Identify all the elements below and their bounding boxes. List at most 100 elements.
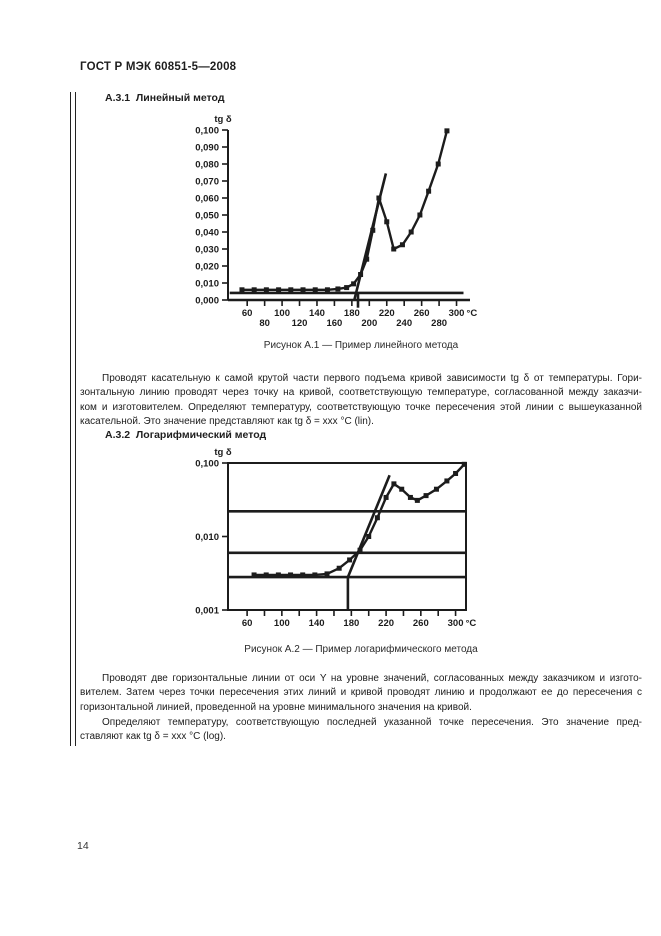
data-point-marker [435, 161, 441, 167]
figure-a2-log-chart: 0,001 0,010 0,100 60 100 140 180 220 260 300 °С tg … [195, 447, 477, 629]
y-axis-title: tg δ [214, 114, 232, 125]
section-heading-a31: А.3.1 Линейный метод [105, 92, 225, 104]
tg-delta-curve [254, 463, 466, 577]
standard-number-header: ГОСТ Р МЭК 60851-5—2008 [80, 61, 237, 73]
y-tick-label: 0,100 [195, 459, 219, 470]
data-point-marker [423, 493, 429, 499]
data-point-marker [288, 572, 294, 578]
text-line: ставляют как tg δ = xxx °С (log). [80, 731, 226, 743]
data-point-marker [364, 256, 370, 262]
data-point-marker [374, 515, 380, 521]
y-tick-label: 0,100 [195, 126, 219, 137]
data-point-marker [408, 229, 414, 235]
text-line: зонтальную линию проводят через точку на… [80, 387, 642, 399]
y-tick-label: 0,080 [195, 160, 219, 171]
y-tick-label: 0,060 [195, 194, 219, 205]
y-tick-label: 0,001 [195, 606, 219, 617]
data-point-marker [399, 486, 405, 492]
data-point-marker [324, 571, 330, 577]
y-tick-label: 0,090 [195, 143, 219, 154]
text-line: вителем. Затем через точки пересечения э… [80, 687, 642, 699]
data-point-marker [399, 242, 405, 248]
data-point-marker [251, 287, 257, 293]
tangent-line [353, 173, 388, 300]
x-tick-label: 100 [274, 308, 290, 319]
y-tick-label: 0,050 [195, 211, 219, 222]
data-point-marker [263, 287, 269, 293]
figure-a2-caption: Рисунок А.2 — Пример логарифмического ме… [244, 644, 478, 655]
x-tick-label: 180 [343, 618, 359, 629]
data-point-marker [351, 281, 357, 287]
data-point-marker [366, 534, 372, 539]
data-point-marker [344, 285, 350, 291]
data-point-marker [312, 572, 318, 578]
x-tick-label: 200 [361, 318, 377, 329]
x-tick-label: 140 [309, 308, 325, 319]
data-point-marker [288, 287, 294, 293]
data-point-marker [384, 219, 390, 225]
data-point-marker [453, 470, 459, 476]
data-point-marker [433, 486, 439, 492]
data-point-marker [251, 572, 257, 578]
data-point-marker [407, 494, 413, 500]
text-line: Проводят касательную к самой крутой част… [102, 373, 642, 384]
data-point-marker [414, 497, 420, 503]
data-point-marker [239, 287, 245, 293]
data-point-marker [444, 478, 450, 484]
data-point-marker [275, 572, 281, 578]
x-tick-label: 180 [344, 308, 360, 319]
data-point-marker [391, 246, 397, 252]
data-point-marker [370, 227, 376, 233]
figure-a1-linear-chart: 0,000 0,010 0,020 0,030 0,040 0,050 0,060 0,070… [195, 114, 478, 329]
x-tick-label: 260 [414, 308, 430, 319]
x-tick-label: 300 [448, 618, 464, 629]
data-point-marker [300, 572, 306, 578]
text-line: горизонтальной линией, проведенной на ур… [80, 701, 472, 713]
x-tick-label: 60 [242, 618, 253, 629]
data-point-marker [444, 128, 450, 134]
data-point-marker [347, 557, 353, 563]
x-tick-label: 260 [413, 618, 429, 629]
data-point-marker [335, 286, 341, 292]
x-tick-label: 220 [378, 618, 394, 629]
x-tick-label: 280 [431, 318, 447, 329]
text-line: ком и изготовителем. Определяют температ… [80, 401, 642, 413]
x-axis-unit-label: °С [466, 618, 477, 629]
y-tick-label: 0,070 [195, 177, 219, 188]
data-point-marker [376, 195, 382, 201]
x-axis-unit-label: °С [467, 308, 478, 319]
paragraph-log-method-2: Определяют температуру, соответствующую … [80, 716, 642, 745]
y-tick-label: 0,020 [195, 262, 219, 273]
x-tick-label: 160 [326, 318, 342, 329]
data-point-marker [276, 287, 282, 293]
data-point-marker [461, 461, 467, 467]
text-line: касательной. Это значение представляют к… [80, 416, 374, 428]
x-tick-label: 100 [274, 618, 290, 629]
data-point-marker [357, 547, 363, 553]
x-tick-label: 140 [309, 618, 325, 629]
x-tick-label: 300 [449, 308, 465, 319]
paragraph-linear-method: Проводят касательную к самой крутой част… [80, 372, 642, 430]
data-point-marker [312, 287, 318, 293]
y-tick-label: 0,040 [195, 228, 219, 239]
x-tick-label: 120 [292, 318, 308, 329]
data-point-marker [383, 494, 389, 500]
y-tick-label: 0,000 [195, 296, 219, 307]
data-point-marker [336, 565, 342, 571]
through-intersections-line [346, 474, 391, 578]
data-point-marker [391, 481, 397, 487]
data-point-marker [300, 287, 306, 293]
x-tick-label: 220 [379, 308, 395, 319]
data-point-marker [263, 572, 269, 578]
y-axis-title: tg δ [214, 447, 232, 458]
y-tick-label: 0,010 [195, 279, 219, 290]
data-point-marker [426, 188, 432, 194]
data-point-marker [358, 272, 364, 277]
text-line: Проводят две горизонтальные линии от оси… [102, 673, 642, 684]
paragraph-log-method-1: Проводят две горизонтальные линии от оси… [80, 672, 642, 715]
y-tick-label: 0,030 [195, 245, 219, 256]
data-point-marker [324, 287, 330, 293]
change-bar [70, 92, 76, 746]
x-tick-label: 240 [396, 318, 412, 329]
